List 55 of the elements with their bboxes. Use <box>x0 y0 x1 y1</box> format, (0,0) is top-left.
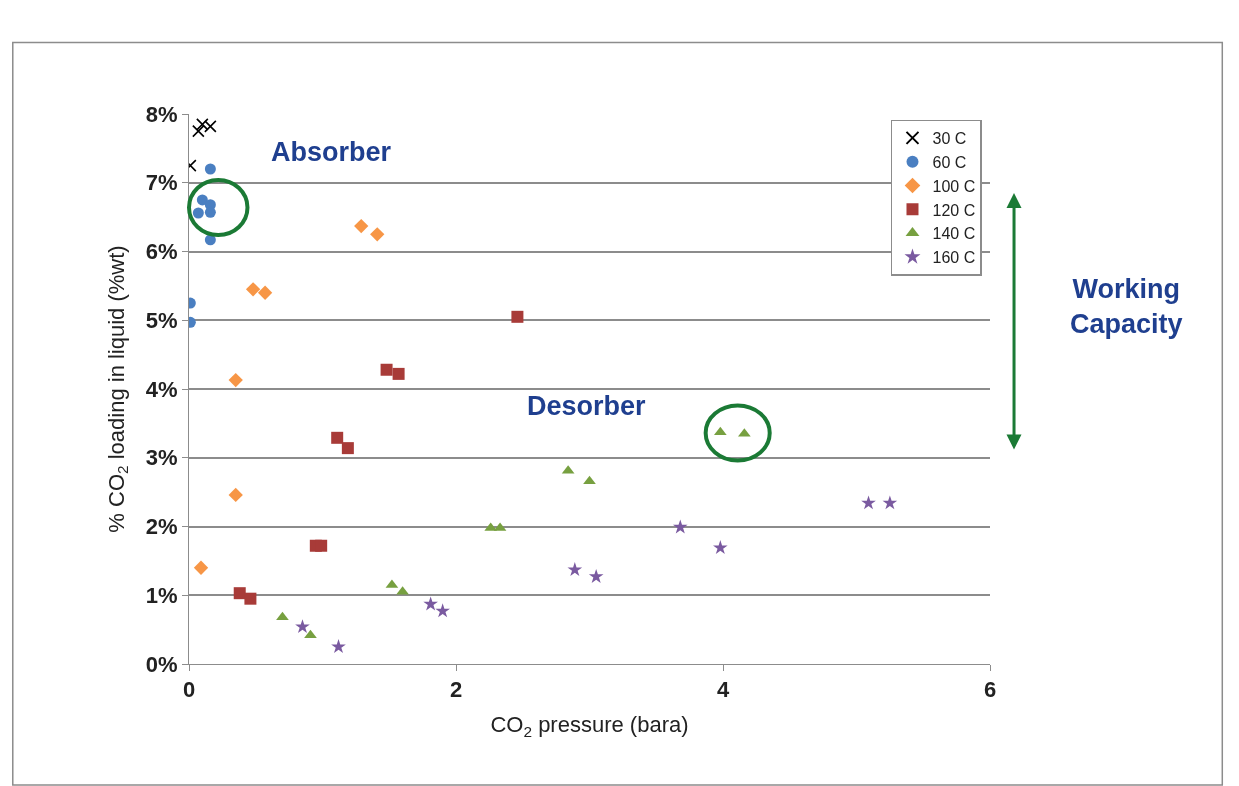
point <box>370 227 385 242</box>
y-tick-label: 2% <box>145 514 178 540</box>
annotation: Absorber <box>271 137 392 167</box>
x-tick-label: 6 <box>983 677 997 703</box>
point <box>341 442 354 455</box>
point <box>192 207 204 219</box>
x-tick-label: 4 <box>716 677 730 703</box>
point <box>233 587 246 600</box>
point <box>245 282 261 297</box>
y-tick-label: 1% <box>145 582 178 608</box>
point <box>354 218 369 234</box>
legend-label: 120 C <box>932 201 976 219</box>
point <box>392 367 405 380</box>
point <box>435 603 450 618</box>
legend-label: 30 C <box>932 130 967 148</box>
point <box>861 495 876 510</box>
y-tick-label: 0% <box>145 651 178 677</box>
point <box>192 124 205 138</box>
point <box>295 619 310 634</box>
point <box>204 163 216 175</box>
annotation: Desorber <box>527 391 647 421</box>
point <box>380 363 393 376</box>
point <box>713 540 728 555</box>
text: Working Capacity <box>1070 274 1183 340</box>
x-axis-title: CO$_{2}$ pressure (bara) <box>490 712 689 740</box>
point <box>204 120 217 133</box>
point <box>228 372 243 388</box>
y-tick-label: 5% <box>145 307 178 333</box>
point <box>567 562 583 577</box>
x-tick-label: 0 <box>182 677 196 703</box>
legend-label: 140 C <box>932 225 976 243</box>
point <box>196 118 209 131</box>
point <box>244 592 257 605</box>
y-tick-label: 4% <box>145 376 178 402</box>
legend-label: 60 C <box>932 153 967 171</box>
point <box>511 310 524 323</box>
point <box>882 495 898 510</box>
y-tick-label: 7% <box>145 170 178 196</box>
point <box>228 487 243 503</box>
point <box>315 539 328 552</box>
point <box>331 431 344 444</box>
point <box>713 426 727 436</box>
y-tick-label: 3% <box>145 445 178 471</box>
point <box>193 560 209 575</box>
legend-label: 100 C <box>932 177 976 195</box>
point <box>423 596 438 611</box>
y-tick-label: 6% <box>145 239 178 265</box>
point <box>331 639 346 654</box>
point <box>196 194 208 206</box>
legend-label: 160 C <box>932 249 976 267</box>
point <box>672 519 688 534</box>
x-tick-label: 2 <box>449 677 463 703</box>
y-tick-label: 8% <box>145 101 178 127</box>
point <box>588 568 604 583</box>
point <box>257 285 273 300</box>
